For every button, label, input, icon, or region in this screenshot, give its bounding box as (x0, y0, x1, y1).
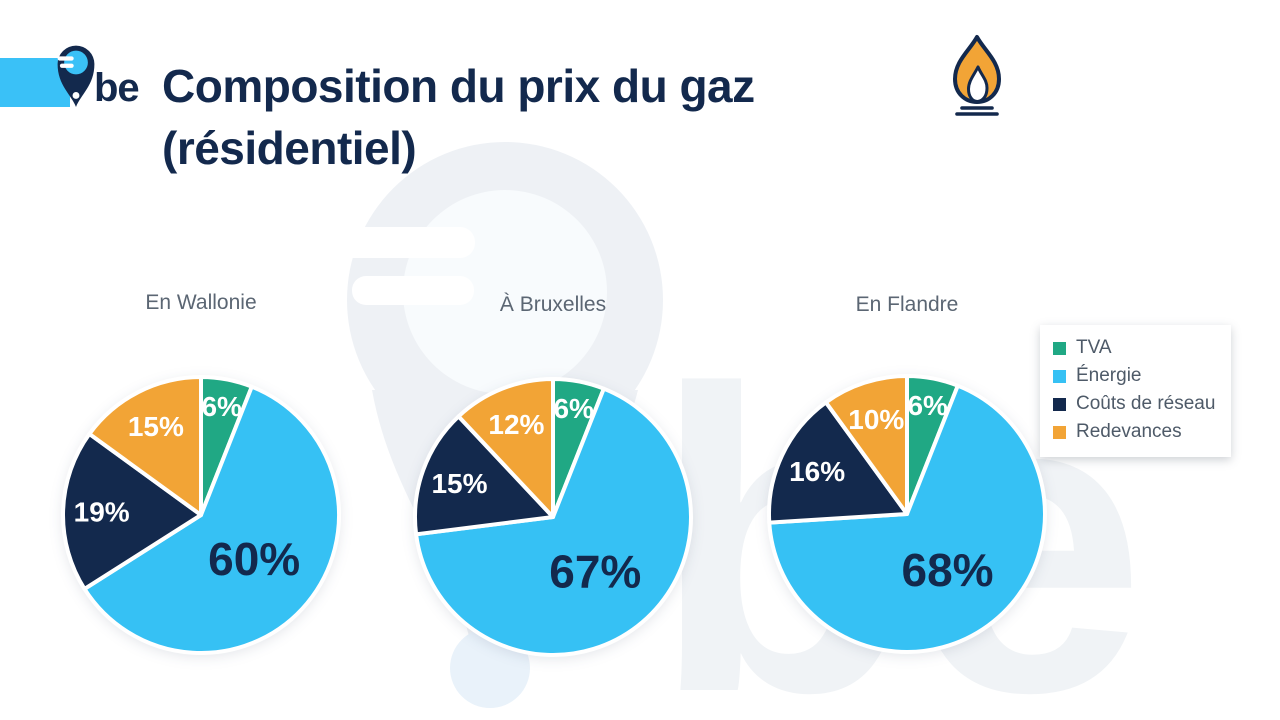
legend: TVA Énergie Coûts de réseau Redevances (1040, 325, 1232, 457)
page-title-line1: Composition du prix du gaz (162, 60, 755, 112)
pie-chart-wallonie: 6% 60% 19% 15% (51, 365, 351, 665)
logo-be-label: be (94, 66, 140, 110)
pie-slice-redevances (823, 374, 909, 516)
region-title-flandre: En Flandre (855, 293, 959, 316)
pie-slice-label: 6% (201, 391, 242, 422)
pie-slice-co-ts-de-r-seau (413, 414, 555, 537)
gas-flame-icon (953, 35, 1001, 116)
legend-label-redevances: Redevances (1076, 421, 1182, 442)
page-title-line2: (résidentiel) (162, 121, 417, 174)
pie-slice-label: 60% (208, 533, 300, 585)
pie-chart-flandre: 6% 68% 16% 10% (757, 364, 1057, 664)
pie-slice-label: 16% (789, 456, 845, 487)
pie-slice-co-ts-de-r-seau (767, 400, 909, 525)
pie-slice-label: 6% (907, 390, 948, 421)
legend-swatch-tva (1053, 341, 1066, 355)
pie-slice-label: 6% (553, 393, 594, 424)
legend-item-redevances: Redevances (1053, 418, 1215, 446)
pie-slice-redevances (87, 375, 203, 517)
legend-item-couts-de-reseau: Coûts de réseau (1053, 390, 1215, 418)
pie-slice--nergie (767, 383, 1047, 654)
pie-slice--nergie (82, 384, 341, 655)
pie-slice-co-ts-de-r-seau (61, 431, 203, 591)
legend-label-couts-de-reseau: Coûts de réseau (1076, 393, 1216, 414)
legend-label-energie: Énergie (1076, 365, 1142, 386)
pie-slice-label: 68% (902, 544, 994, 596)
legend-swatch-energie (1053, 369, 1066, 383)
pie-slice-redevances (456, 377, 555, 519)
legend-swatch-redevances (1053, 425, 1066, 439)
legend-item-energie: Énergie (1053, 362, 1215, 390)
legend-swatch-couts-de-reseau (1053, 397, 1066, 411)
pie-slice-label: 10% (848, 404, 904, 435)
region-title-bruxelles: À Bruxelles (499, 293, 607, 316)
pie-slice-label: 67% (549, 546, 641, 598)
region-title-wallonie: En Wallonie (145, 291, 257, 314)
pie-chart-bruxelles: 6% 67% 15% 12% (403, 367, 703, 667)
pie-slice-label: 15% (431, 468, 487, 499)
legend-label-tva: TVA (1076, 337, 1112, 358)
page-title: Composition du prix du gaz (résidentiel) (162, 56, 982, 179)
pie-slice-label: 19% (74, 496, 130, 527)
pie-slice-label: 12% (488, 409, 544, 440)
pie-slice-label: 15% (128, 411, 184, 442)
logo-pin-euro-icon (57, 45, 95, 107)
legend-item-tva: TVA (1053, 334, 1215, 362)
pie-slice--nergie (414, 386, 694, 657)
